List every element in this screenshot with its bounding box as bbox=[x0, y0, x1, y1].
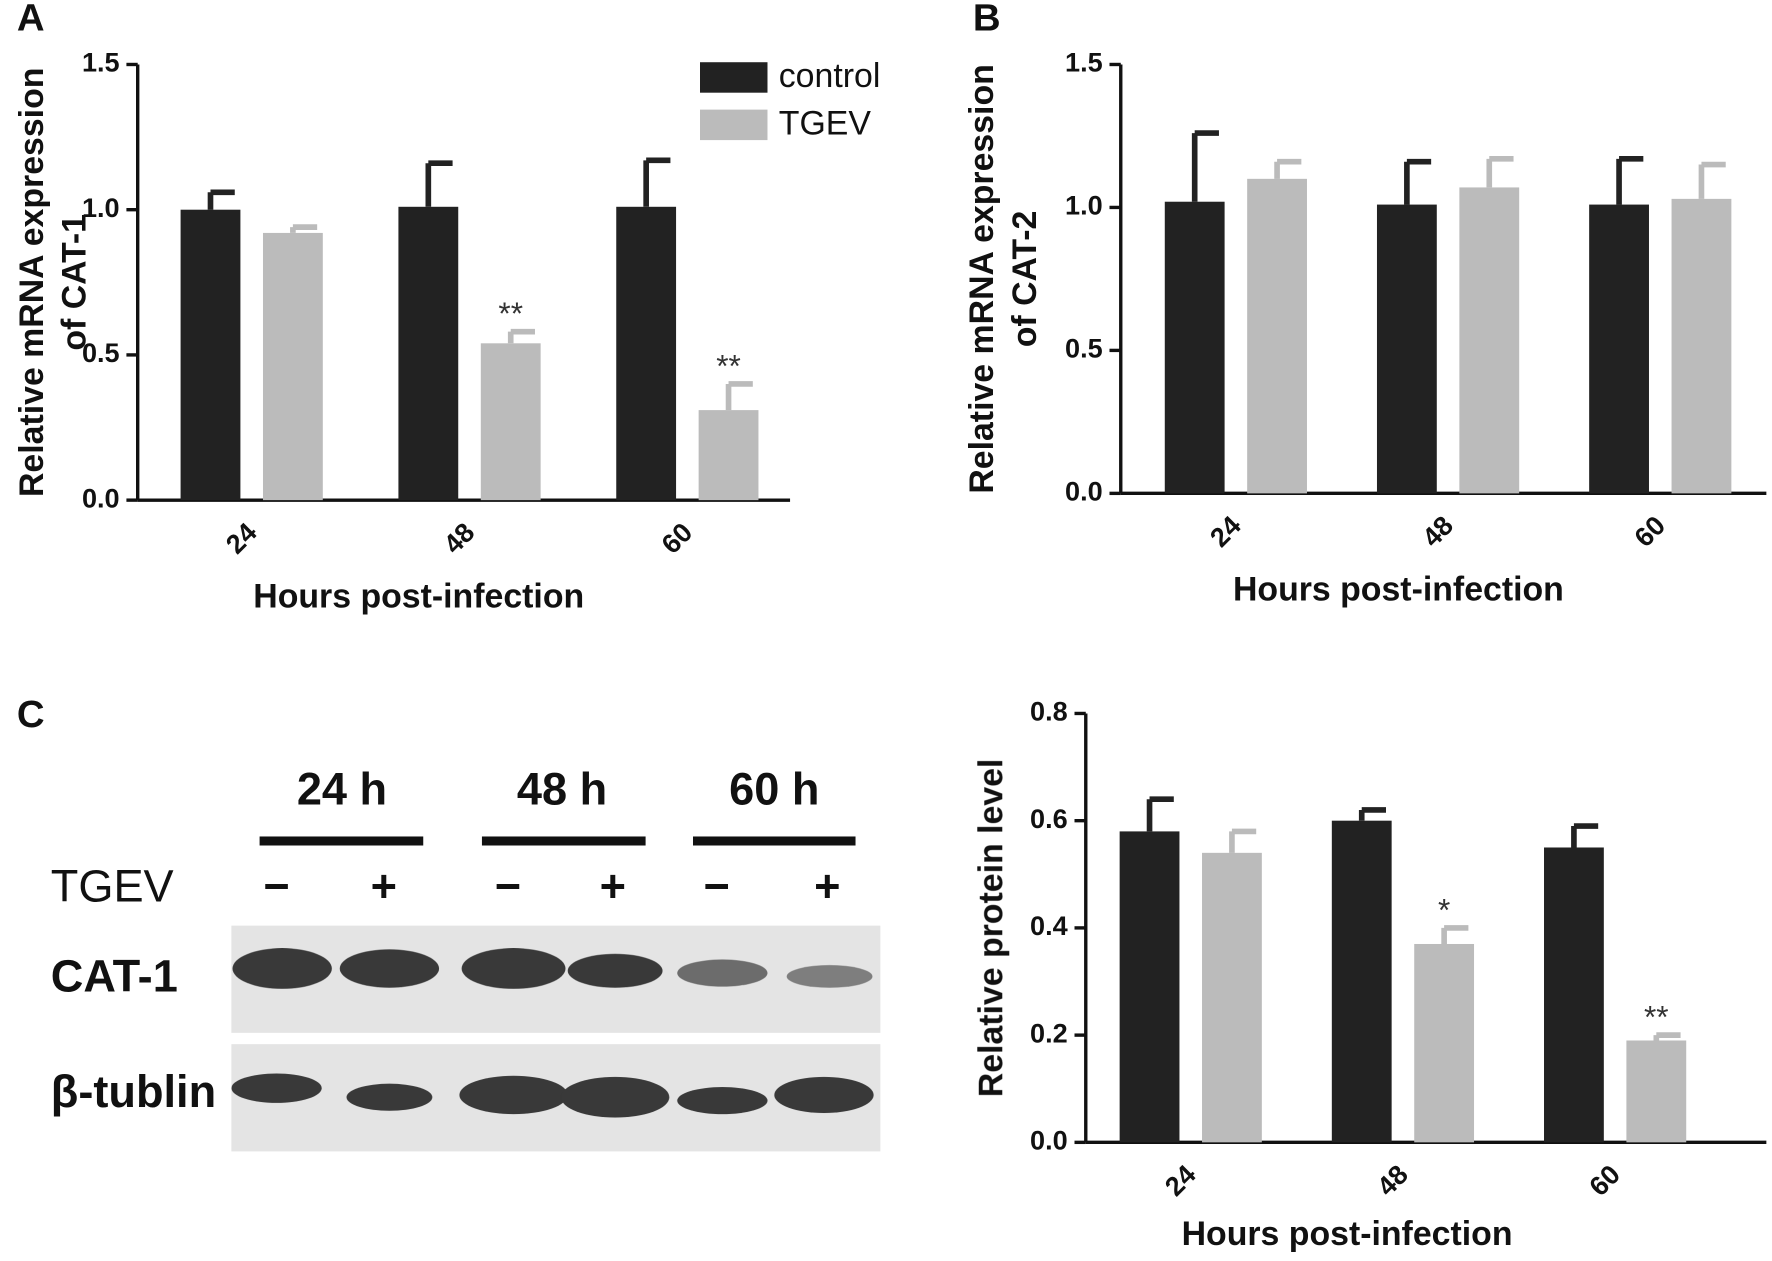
blot-row-label: CAT-1 bbox=[51, 951, 178, 1002]
bar bbox=[1202, 852, 1262, 1143]
error-bar bbox=[643, 157, 671, 207]
significance-label: ** bbox=[716, 348, 741, 384]
bar bbox=[398, 206, 459, 501]
y-axis-label: of CAT-1 bbox=[56, 214, 94, 351]
x-axis-label: Hours post-infection bbox=[1233, 570, 1564, 608]
bar bbox=[1247, 178, 1307, 494]
bar bbox=[1331, 820, 1392, 1143]
x-tick-label: 24 bbox=[219, 516, 262, 559]
bar bbox=[1414, 943, 1475, 1143]
error-bar bbox=[1404, 158, 1432, 205]
y-tick-label: 0.0 bbox=[82, 482, 120, 513]
panel-letter: B bbox=[973, 0, 1001, 40]
legend-swatch bbox=[699, 62, 768, 93]
blot-time: 48 h bbox=[517, 763, 607, 814]
panel-letter: A bbox=[17, 0, 45, 40]
error-bar bbox=[1616, 156, 1644, 205]
bar bbox=[698, 410, 759, 501]
blot-sign: − bbox=[704, 860, 730, 911]
bar bbox=[1626, 1040, 1687, 1143]
error-bar bbox=[1571, 823, 1599, 848]
western-blot: 24 h 48 h 60 h TGEV − + − + − + CAT-1 β-… bbox=[51, 763, 881, 1152]
y-tick-label: 0.0 bbox=[1030, 1125, 1068, 1156]
blot-sign: − bbox=[263, 860, 289, 911]
error-bar bbox=[1698, 161, 1726, 199]
bar bbox=[1164, 201, 1225, 494]
blot-sign: + bbox=[371, 860, 397, 911]
error-bar bbox=[425, 160, 453, 207]
x-tick-label: 24 bbox=[1158, 1159, 1201, 1202]
bar bbox=[1544, 847, 1604, 1143]
bar bbox=[480, 343, 541, 501]
error-bar bbox=[1229, 828, 1257, 853]
error-bar bbox=[1146, 796, 1174, 832]
bar bbox=[262, 232, 323, 501]
y-axis-label: Relative mRNA expression bbox=[963, 64, 1001, 493]
bands bbox=[231, 948, 874, 1118]
blot-time: 60 h bbox=[729, 763, 819, 814]
blot-treatment: TGEV bbox=[51, 860, 174, 911]
bar bbox=[1589, 204, 1649, 494]
panel-letter: C bbox=[17, 693, 45, 736]
y-tick-label: 0.2 bbox=[1030, 1017, 1068, 1048]
error-bar bbox=[207, 189, 235, 210]
bar bbox=[180, 209, 241, 501]
error-bar bbox=[1191, 130, 1219, 202]
y-axis-label: Relative protein level bbox=[972, 759, 1010, 1098]
error-bar bbox=[1653, 1032, 1681, 1041]
y-tick-label: 0.4 bbox=[1030, 910, 1068, 941]
error-bar bbox=[1274, 158, 1302, 179]
error-bar bbox=[507, 328, 535, 344]
x-axis-label: Hours post-infection bbox=[253, 577, 584, 615]
blot-sign: + bbox=[600, 860, 626, 911]
blot-sign: + bbox=[814, 860, 840, 911]
significance-label: ** bbox=[498, 295, 523, 331]
y-tick-label: 0.5 bbox=[1065, 333, 1103, 364]
legend-label: TGEV bbox=[779, 104, 872, 142]
x-tick-label: 48 bbox=[1416, 510, 1459, 553]
y-tick-label: 1.0 bbox=[1065, 190, 1103, 221]
x-tick-label: 60 bbox=[1628, 510, 1671, 553]
significance-label: * bbox=[1438, 891, 1450, 927]
y-tick-label: 1.5 bbox=[82, 47, 120, 78]
blot-sign: − bbox=[495, 860, 521, 911]
blot-time: 24 h bbox=[297, 763, 387, 814]
bar bbox=[616, 206, 677, 501]
x-tick-label: 24 bbox=[1204, 510, 1247, 553]
error-bar bbox=[725, 381, 753, 411]
bar bbox=[1119, 831, 1180, 1143]
x-tick-label: 48 bbox=[437, 516, 480, 559]
y-tick-label: 0.0 bbox=[1065, 476, 1103, 507]
y-tick-label: 0.6 bbox=[1030, 803, 1068, 834]
error-bar bbox=[1441, 925, 1469, 944]
legend-swatch bbox=[699, 109, 768, 141]
x-tick-label: 60 bbox=[655, 516, 698, 559]
y-axis-label: Relative mRNA expression bbox=[13, 68, 51, 497]
x-tick-label: 60 bbox=[1583, 1159, 1626, 1202]
error-bar bbox=[290, 224, 318, 233]
y-tick-label: 1.5 bbox=[1065, 47, 1103, 78]
bar bbox=[1376, 204, 1437, 494]
error-bar bbox=[1358, 807, 1386, 821]
bar bbox=[1671, 198, 1732, 494]
x-tick-label: 48 bbox=[1371, 1159, 1414, 1202]
bar bbox=[1459, 187, 1520, 494]
y-tick-label: 1.0 bbox=[82, 192, 120, 223]
error-bar bbox=[1486, 156, 1514, 188]
y-axis-label: of CAT-2 bbox=[1006, 211, 1044, 348]
legend-label: control bbox=[779, 57, 881, 95]
blot-row-label: β-tublin bbox=[51, 1066, 216, 1117]
y-tick-label: 0.8 bbox=[1030, 696, 1068, 727]
y-tick-label: 0.5 bbox=[82, 337, 120, 368]
significance-label: ** bbox=[1644, 999, 1669, 1035]
x-axis-label: Hours post-infection bbox=[1182, 1215, 1513, 1253]
